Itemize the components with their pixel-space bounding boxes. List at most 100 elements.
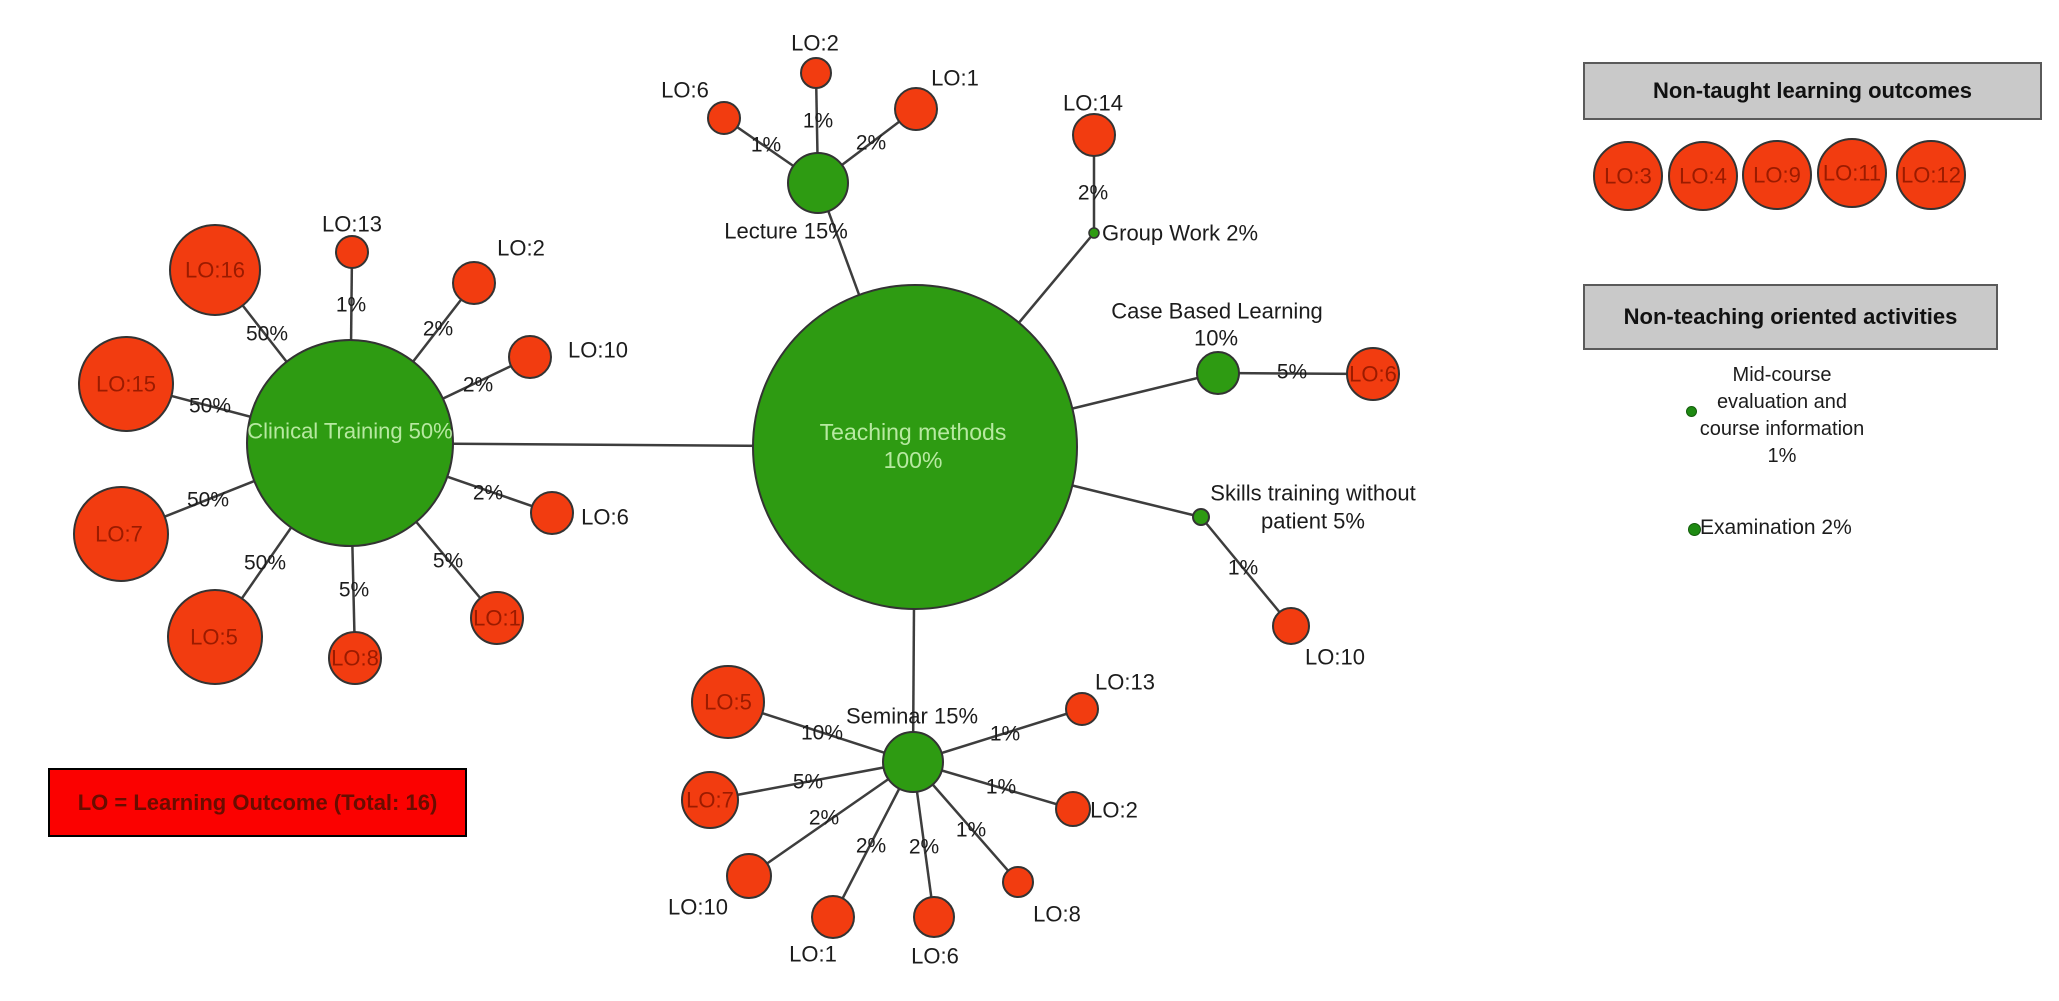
node-skills-training-label-2: patient 5%	[1261, 509, 1365, 534]
node-clinical-training	[246, 339, 454, 547]
node-seminar-lo13-label: LO:13	[1095, 670, 1155, 695]
node-legend-lo3	[1593, 141, 1663, 211]
edge-clinical-lo16-percent-label: 50%	[246, 323, 288, 346]
midcourse-line-3: course information	[1699, 418, 1865, 440]
legend-non-taught-title: Non-taught learning outcomes	[1653, 78, 1972, 103]
node-seminar	[882, 731, 944, 793]
node-clinical-lo10-label: LO:10	[568, 338, 628, 363]
edge-seminar-lo6-percent-label: 2%	[909, 836, 939, 859]
node-seminar-lo8-label: LO:8	[1033, 902, 1081, 927]
node-legend-lo9	[1742, 140, 1812, 210]
node-case-based-learning-label-1: Case Based Learning	[1111, 299, 1323, 324]
node-clinical-lo13-label: LO:13	[322, 212, 382, 237]
node-clinical-lo8-label: LO:8	[331, 646, 379, 671]
edge-clinical-lo13-percent-label: 1%	[336, 294, 366, 317]
node-clinical-lo2-label: LO:2	[497, 236, 545, 261]
node-clinical-lo10	[508, 335, 552, 379]
node-case-based-learning	[1196, 351, 1240, 395]
node-clinical-lo7-label: LO:7	[95, 522, 143, 547]
node-lecture-lo1	[894, 87, 938, 131]
node-clinical-lo8	[328, 631, 382, 685]
node-legend-lo4	[1668, 141, 1738, 211]
edge-clinical-lo5-percent-label: 50%	[244, 552, 286, 575]
edge-clinical-lo10-percent-label: 2%	[463, 374, 493, 397]
edge-seminar-lo13-percent-label: 1%	[990, 723, 1020, 746]
midcourse-line-1: Mid-course	[1732, 364, 1832, 386]
node-clinical-lo5	[167, 589, 263, 685]
edge-groupwork-lo14-percent-label: 2%	[1078, 182, 1108, 205]
node-lecture-lo1-label: LO:1	[931, 66, 979, 91]
node-skills-training	[1192, 508, 1210, 526]
edge-clinical-lo8-percent-label: 5%	[339, 579, 369, 602]
node-lecture-lo6-label: LO:6	[661, 78, 709, 103]
node-group-work-label: Group Work 2%	[1102, 221, 1258, 246]
node-legend-lo4-label: LO:4	[1679, 164, 1727, 189]
node-clinical-lo15-label: LO:15	[96, 372, 156, 397]
node-seminar-lo2-label: LO:2	[1090, 798, 1138, 823]
edge-skills-lo10	[1200, 516, 1292, 627]
lo-key-text: LO = Learning Outcome (Total: 16)	[77, 789, 438, 815]
legend-non-teaching-title: Non-teaching oriented activities	[1623, 304, 1958, 329]
node-teaching-methods-label-1: Teaching methods	[820, 419, 1007, 445]
node-teaching-methods-label-2: 100%	[884, 447, 943, 473]
lo-key-box: LO = Learning Outcome (Total: 16)	[48, 768, 467, 837]
legend-non-taught-box: Non-taught learning outcomes	[1583, 62, 2042, 120]
node-seminar-label: Seminar 15%	[846, 704, 978, 729]
node-legend-lo3-label: LO:3	[1604, 164, 1652, 189]
node-clinical-lo1	[470, 591, 524, 645]
node-clinical-lo13	[335, 235, 369, 269]
examination-dot-icon	[1688, 523, 1701, 536]
node-seminar-lo2	[1055, 791, 1091, 827]
node-teaching-methods	[752, 284, 1078, 610]
node-seminar-lo1	[811, 895, 855, 939]
node-groupwork-lo14	[1072, 113, 1116, 157]
node-clinical-lo6-label: LO:6	[581, 505, 629, 530]
node-seminar-lo5-label: LO:5	[704, 690, 752, 715]
node-clinical-training-label: Clinical Training 50%	[247, 419, 452, 444]
edge-clinical-lo15-percent-label: 50%	[189, 395, 231, 418]
midcourse-dot-icon	[1686, 406, 1697, 417]
edge-clinical-lo6-percent-label: 2%	[473, 482, 503, 505]
node-lecture-lo6	[707, 101, 741, 135]
node-lecture-lo2-label: LO:2	[791, 31, 839, 56]
edge-lecture-lo2-percent-label: 1%	[803, 110, 833, 133]
node-seminar-lo8	[1002, 866, 1034, 898]
node-seminar-lo7-label: LO:7	[686, 788, 734, 813]
node-legend-lo11-label: LO:11	[1823, 161, 1881, 186]
node-cbl-lo6	[1346, 347, 1400, 401]
node-skills-lo10	[1272, 607, 1310, 645]
node-groupwork-lo14-label: LO:14	[1063, 91, 1123, 116]
node-cbl-lo6-label: LO:6	[1349, 362, 1397, 387]
node-clinical-lo15	[78, 336, 174, 432]
edge-seminar-lo7-percent-label: 5%	[793, 771, 823, 794]
node-skills-training-label-1: Skills training without	[1210, 481, 1415, 506]
node-clinical-lo16	[169, 224, 261, 316]
node-seminar-lo5	[691, 665, 765, 739]
edge-lecture-lo6-percent-label: 1%	[751, 134, 781, 157]
node-skills-lo10-label: LO:10	[1305, 645, 1365, 670]
edge-clinical-lo7-percent-label: 50%	[187, 489, 229, 512]
edge-clinical-lo1-percent-label: 5%	[433, 550, 463, 573]
edge-seminar-lo8-percent-label: 1%	[956, 819, 986, 842]
midcourse-label: Mid-course evaluation and course informa…	[1657, 362, 1907, 470]
node-clinical-lo16-label: LO:16	[185, 258, 245, 283]
node-seminar-lo10-label: LO:10	[668, 895, 728, 920]
node-legend-lo11	[1817, 138, 1887, 208]
node-seminar-lo13	[1065, 692, 1099, 726]
node-legend-lo12	[1896, 140, 1966, 210]
node-clinical-lo1-label: LO:1	[473, 606, 521, 631]
node-clinical-lo2	[452, 261, 496, 305]
node-seminar-lo1-label: LO:1	[789, 942, 837, 967]
edge-seminar-lo1-percent-label: 2%	[856, 835, 886, 858]
edge-seminar-lo10	[748, 760, 914, 878]
examination-label: Examination 2%	[1700, 516, 1852, 539]
node-seminar-lo6-label: LO:6	[911, 944, 959, 969]
edge-seminar-lo2-percent-label: 1%	[986, 776, 1016, 799]
node-case-based-learning-label-2: 10%	[1194, 326, 1238, 351]
midcourse-line-4: 1%	[1767, 445, 1797, 467]
edge-lecture-lo1-percent-label: 2%	[856, 132, 886, 155]
node-lecture-lo2	[800, 57, 832, 89]
legend-non-teaching-box: Non-teaching oriented activities	[1583, 284, 1998, 350]
